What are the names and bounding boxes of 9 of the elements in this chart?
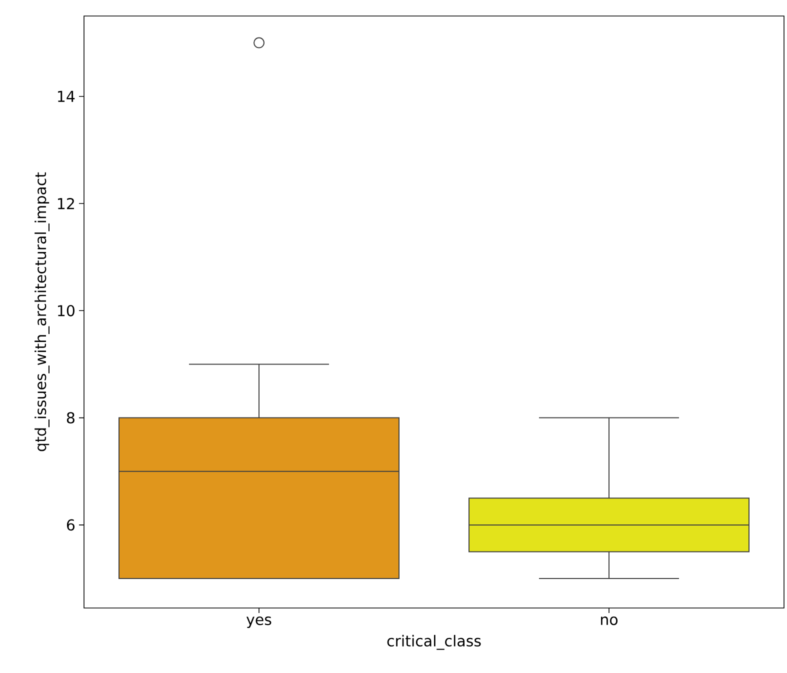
y-tick-label: 12	[58, 198, 74, 210]
y-axis-title: qtd_issues_with_architectural_impact	[34, 172, 50, 452]
x-tick-label: yes	[246, 616, 272, 628]
y-tick-label: 10	[58, 304, 74, 316]
y-tick-label: 14	[58, 90, 75, 102]
x-axis-title: critical_class	[387, 634, 481, 650]
y-tick-label: 6	[66, 519, 75, 531]
y-tick-label: 8	[66, 412, 74, 424]
x-tick-label: no	[601, 616, 618, 626]
